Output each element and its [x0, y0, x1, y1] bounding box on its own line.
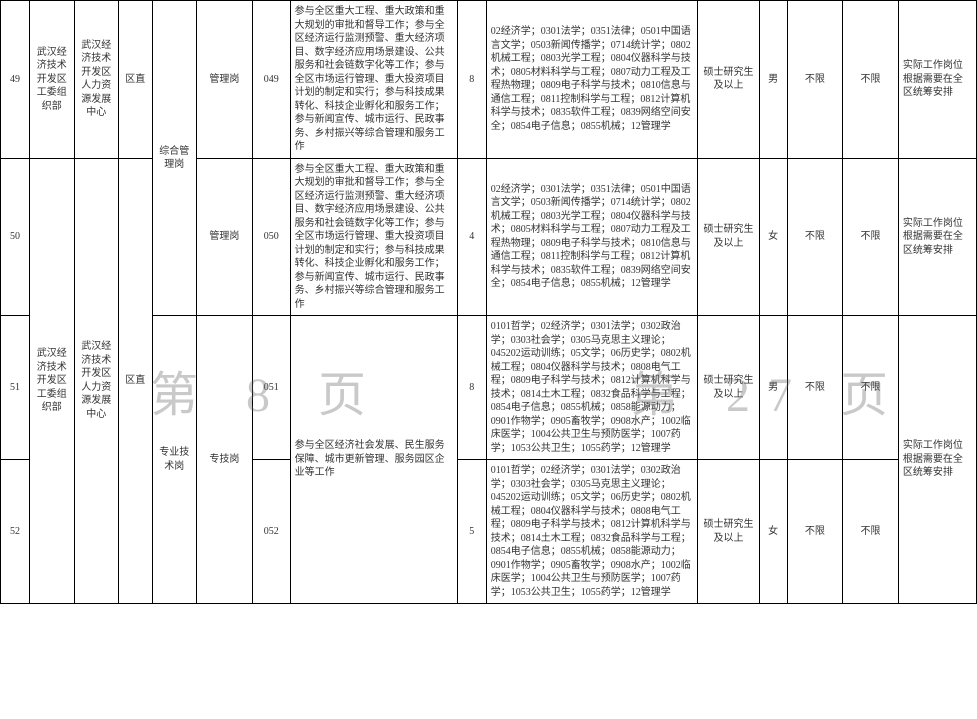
cell-seq: 51: [1, 316, 30, 460]
cell-postcode: 052: [252, 460, 290, 604]
cell-num: 8: [457, 316, 486, 460]
cell-postcode: 051: [252, 316, 290, 460]
cell-gender: 女: [759, 460, 787, 604]
cell-duty: 参与全区重大工程、重大政策和重大规划的审批和督导工作；参与全区经济运行监测预警、…: [290, 158, 457, 316]
cell-postname: 专技岗: [197, 316, 253, 604]
cell-major: 02经济学；0301法学；0351法律；0501中国语言文学；0503新闻传播学…: [486, 1, 698, 159]
cell-seq: 50: [1, 158, 30, 316]
table-row: 49 武汉经济技术开发区工委组织部 武汉经济技术开发区人力资源发展中心 区直 综…: [1, 1, 977, 159]
cell-duty: 参与全区经济社会发展、民生服务保障、城市更新管理、服务园区企业等工作: [290, 316, 457, 604]
cell-num: 5: [457, 460, 486, 604]
cell-level: 区直: [119, 1, 152, 159]
cell-num: 4: [457, 158, 486, 316]
cell-major: 0101哲学；02经济学；0301法学；0302政治学；0303社会学；0305…: [486, 460, 698, 604]
cell-org: 武汉经济技术开发区工委组织部: [29, 158, 74, 604]
cell-gender: 男: [759, 316, 787, 460]
cell-postname: 管理岗: [197, 158, 253, 316]
cell-remark: 实际工作岗位根据需要在全区统筹安排: [898, 1, 976, 159]
cell-col2: 不限: [843, 316, 899, 460]
cell-edu: 硕士研究生及以上: [698, 460, 759, 604]
cell-org: 武汉经济技术开发区工委组织部: [29, 1, 74, 159]
cell-seq: 52: [1, 460, 30, 604]
cell-remark: 实际工作岗位根据需要在全区统筹安排: [898, 158, 976, 316]
cell-postcode: 050: [252, 158, 290, 316]
cell-dept: 武汉经济技术开发区人力资源发展中心: [74, 158, 119, 604]
cell-col1: 不限: [787, 1, 843, 159]
cell-col2: 不限: [843, 1, 899, 159]
cell-level: 区直: [119, 158, 152, 604]
cell-col1: 不限: [787, 460, 843, 604]
cell-major: 0101哲学；02经济学；0301法学；0302政治学；0303社会学；0305…: [486, 316, 698, 460]
cell-gender: 女: [759, 158, 787, 316]
cell-gender: 男: [759, 1, 787, 159]
cell-num: 8: [457, 1, 486, 159]
cell-posttype: 专业技术岗: [152, 316, 197, 604]
cell-dept: 武汉经济技术开发区人力资源发展中心: [74, 1, 119, 159]
cell-remark: 实际工作岗位根据需要在全区统筹安排: [898, 316, 976, 604]
recruitment-table: 49 武汉经济技术开发区工委组织部 武汉经济技术开发区人力资源发展中心 区直 综…: [0, 0, 977, 604]
cell-col1: 不限: [787, 158, 843, 316]
cell-edu: 硕士研究生及以上: [698, 316, 759, 460]
cell-edu: 硕士研究生及以上: [698, 158, 759, 316]
table-row: 50 武汉经济技术开发区工委组织部 武汉经济技术开发区人力资源发展中心 区直 管…: [1, 158, 977, 316]
cell-major: 02经济学；0301法学；0351法律；0501中国语言文学；0503新闻传播学…: [486, 158, 698, 316]
cell-col1: 不限: [787, 316, 843, 460]
cell-col2: 不限: [843, 158, 899, 316]
cell-edu: 硕士研究生及以上: [698, 1, 759, 159]
cell-postcode: 049: [252, 1, 290, 159]
cell-duty: 参与全区重大工程、重大政策和重大规划的审批和督导工作；参与全区经济运行监测预警、…: [290, 1, 457, 159]
cell-seq: 49: [1, 1, 30, 159]
cell-col2: 不限: [843, 460, 899, 604]
cell-postname: 管理岗: [197, 1, 253, 159]
cell-posttype: 综合管理岗: [152, 1, 197, 316]
